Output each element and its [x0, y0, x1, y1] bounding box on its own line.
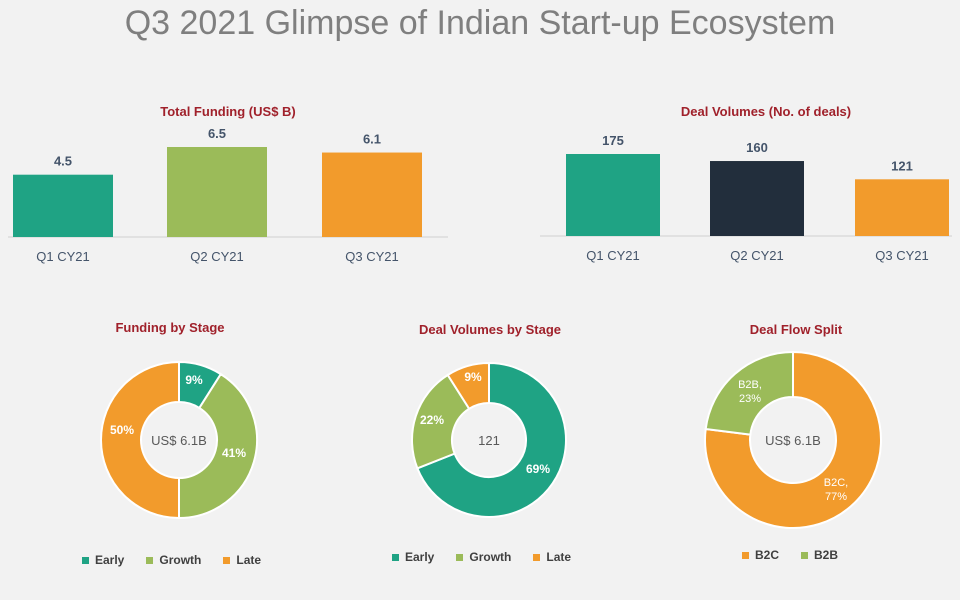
legend-item-early: Early — [392, 550, 434, 564]
donut-slice-late — [446, 361, 490, 411]
slice-label: 69% — [526, 462, 550, 476]
slice-label: 9% — [464, 370, 482, 384]
bar-value-label: 6.1 — [363, 132, 381, 147]
legend-item-late: Late — [223, 553, 261, 567]
category-label: Q1 CY21 — [586, 248, 639, 263]
legend-item-b2c: B2C — [742, 548, 779, 562]
slice-label: 50% — [110, 423, 134, 437]
slice-label: 9% — [185, 373, 203, 387]
slice-label: 41% — [222, 446, 246, 460]
bar — [855, 179, 949, 236]
funding-by-stage-legend: Early Growth Late — [82, 553, 261, 567]
legend-item-growth: Growth — [146, 553, 201, 567]
bar — [167, 147, 267, 237]
funding-chart-title: Total Funding (US$ B) — [160, 104, 296, 119]
category-label: Q1 CY21 — [36, 249, 89, 264]
slice-label: 22% — [420, 413, 444, 427]
bar-value-label: 175 — [602, 133, 624, 148]
slice-label: 23% — [739, 393, 761, 405]
bar-value-label: 6.5 — [208, 126, 226, 141]
bar — [566, 154, 660, 236]
donut-slice-b2b — [704, 350, 794, 436]
bar — [322, 152, 422, 237]
category-label: Q3 CY21 — [345, 249, 398, 264]
bar — [710, 161, 804, 236]
category-label: Q2 CY21 — [730, 248, 783, 263]
deal-flow-split-legend: B2C B2B — [742, 548, 838, 562]
donut-center-label: US$ 6.1B — [151, 433, 207, 448]
deal-flow-split-title: Deal Flow Split — [749, 322, 843, 337]
bar-value-label: 160 — [746, 140, 768, 155]
slice-label: 77% — [825, 491, 847, 503]
donut-slice-b2c — [704, 350, 882, 529]
legend-item-late: Late — [533, 550, 571, 564]
deal-volumes-chart-title: Deal Volumes (No. of deals) — [680, 104, 852, 119]
slice-label: B2B, — [738, 379, 762, 391]
funding-by-stage-title: Funding by Stage — [115, 320, 225, 335]
category-label: Q2 CY21 — [190, 249, 243, 264]
bar-value-label: 4.5 — [54, 154, 72, 169]
donut-center-label: US$ 6.1B — [765, 433, 821, 448]
bar-value-label: 121 — [891, 158, 913, 173]
legend-item-early: Early — [82, 553, 124, 567]
legend-item-b2b: B2B — [801, 548, 838, 562]
slice-label: B2C, — [824, 477, 848, 489]
legend-item-growth: Growth — [456, 550, 511, 564]
donut-slice-late — [100, 360, 180, 520]
page-title: Q3 2021 Glimpse of Indian Start-up Ecosy… — [124, 4, 836, 42]
donut-slice-early — [416, 361, 567, 518]
bar — [13, 174, 113, 237]
donut-center-label: 121 — [478, 433, 500, 448]
donut-slice-growth — [178, 372, 258, 520]
deal-volumes-by-stage-title: Deal Volumes by Stage — [418, 322, 562, 337]
category-label: Q3 CY21 — [875, 248, 928, 263]
deal-volumes-by-stage-legend: Early Growth Late — [392, 550, 571, 564]
